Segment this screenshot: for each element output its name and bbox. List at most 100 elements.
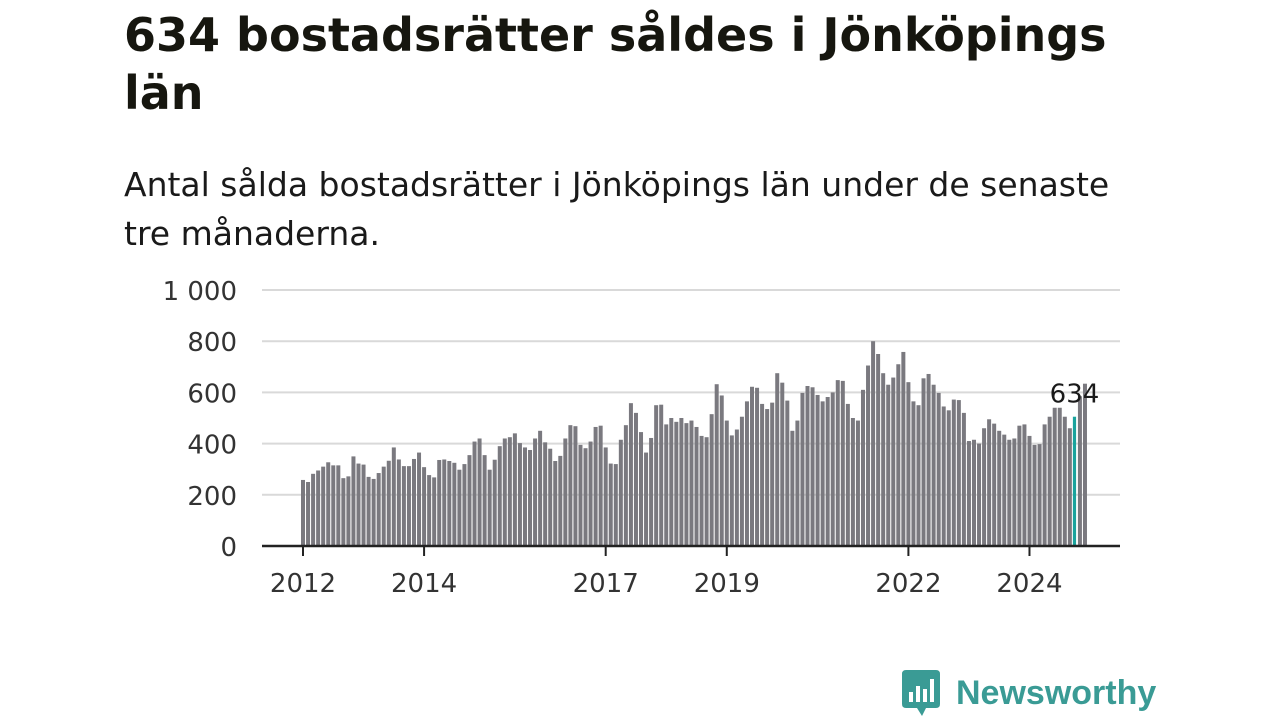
bar	[770, 402, 775, 546]
bar	[502, 438, 507, 546]
y-tick-label: 1 000	[163, 277, 237, 307]
bar	[780, 382, 785, 546]
bar	[1037, 444, 1042, 546]
bar	[467, 455, 472, 546]
bar	[815, 394, 820, 546]
bar	[487, 469, 492, 546]
bar	[376, 473, 381, 546]
bar	[956, 400, 961, 546]
bar	[694, 426, 699, 546]
bar	[462, 464, 467, 546]
bar	[664, 424, 669, 546]
bar	[971, 439, 976, 546]
bar	[578, 444, 583, 546]
bar	[548, 448, 553, 546]
bar	[406, 466, 411, 546]
bar	[800, 392, 805, 546]
newsworthy-logo: Newsworthy	[900, 668, 1156, 718]
bar	[1032, 444, 1037, 546]
bar	[558, 455, 563, 546]
bar	[411, 458, 416, 546]
bar	[724, 420, 729, 546]
bar	[432, 477, 437, 546]
bar	[543, 442, 548, 546]
bar	[714, 384, 719, 546]
x-tick-label: 2017	[573, 569, 639, 599]
bar	[659, 404, 664, 546]
y-tick-label: 200	[187, 482, 237, 512]
x-tick-label: 2019	[694, 569, 760, 599]
bar	[684, 423, 689, 546]
bar	[553, 461, 558, 546]
bar	[593, 426, 598, 546]
bar	[396, 459, 401, 546]
bar	[472, 441, 477, 546]
bar	[644, 452, 649, 546]
bar	[860, 389, 865, 546]
bar	[830, 392, 835, 546]
bar	[896, 364, 901, 546]
bar	[512, 433, 517, 546]
bar	[734, 429, 739, 546]
newsworthy-logo-icon	[902, 670, 940, 716]
bar	[866, 365, 871, 546]
bar	[719, 395, 724, 546]
bar	[840, 380, 845, 546]
bar	[739, 416, 744, 546]
bar	[391, 447, 396, 546]
bar	[921, 378, 926, 546]
bar	[760, 403, 765, 546]
brand-name: Newsworthy	[956, 673, 1157, 712]
bar	[931, 384, 936, 546]
bar	[417, 452, 422, 546]
bar	[1057, 407, 1062, 546]
bar	[886, 384, 891, 546]
bar	[785, 400, 790, 546]
bar	[977, 443, 982, 546]
bar	[321, 466, 326, 546]
bar	[845, 403, 850, 546]
bar	[351, 456, 356, 546]
bar	[618, 439, 623, 546]
bar	[855, 420, 860, 546]
bar	[588, 441, 593, 546]
y-tick-label: 800	[187, 328, 237, 358]
bar	[881, 373, 886, 546]
bar	[901, 351, 906, 546]
bar	[628, 403, 633, 546]
bar	[381, 466, 386, 546]
x-tick-label: 2014	[391, 569, 457, 599]
bar	[982, 428, 987, 546]
bar	[583, 448, 588, 546]
bar	[825, 397, 830, 546]
bar	[961, 412, 966, 546]
bar	[477, 438, 482, 546]
bar	[916, 405, 921, 546]
bar	[729, 435, 734, 546]
bar	[810, 387, 815, 546]
bar	[336, 465, 341, 546]
bar	[598, 425, 603, 546]
bar	[941, 406, 946, 546]
bar	[356, 463, 361, 546]
y-tick-label: 0	[220, 533, 237, 563]
bar	[987, 419, 992, 546]
bar	[795, 420, 800, 546]
bar	[1067, 428, 1072, 546]
x-tick-label: 2024	[996, 569, 1062, 599]
bar	[1012, 438, 1017, 546]
chart-subtitle: Antal sålda bostadsrätter i Jönköpings l…	[124, 165, 1110, 253]
bar	[366, 476, 371, 546]
bar	[306, 482, 311, 546]
bar	[649, 437, 654, 546]
bar	[492, 459, 497, 546]
bar	[997, 430, 1002, 546]
bar	[401, 466, 406, 546]
bar	[497, 446, 502, 546]
highlight-bar	[1072, 416, 1077, 546]
bar	[316, 470, 321, 546]
y-tick-label: 600	[187, 379, 237, 409]
bar	[361, 464, 366, 546]
bar	[563, 438, 568, 546]
bar	[1062, 416, 1067, 546]
